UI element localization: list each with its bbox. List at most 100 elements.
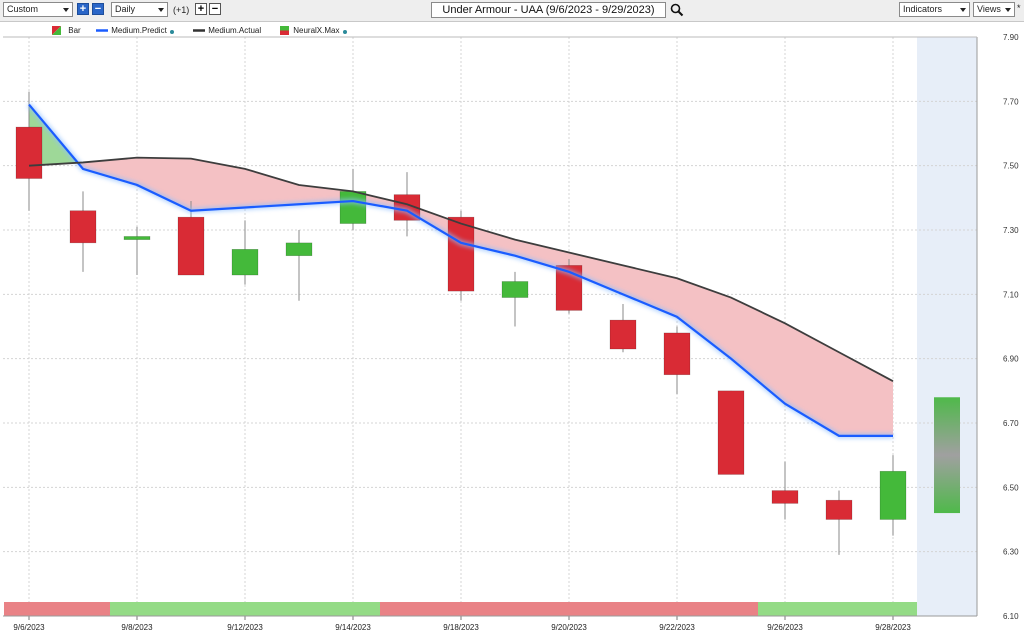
legend-item-neuralx-max: NeuralX.Max (280, 26, 348, 35)
candle (663, 326, 691, 395)
candle (69, 191, 97, 272)
legend-item-medium-predict: Medium.Predict (96, 26, 175, 35)
candle-body (231, 249, 259, 276)
views-select[interactable]: Views (973, 2, 1015, 17)
candle (771, 461, 799, 520)
candle-body (177, 216, 205, 276)
candle-body (339, 191, 367, 224)
x-tick-label: 9/28/2023 (875, 623, 911, 632)
candle-body (69, 210, 97, 244)
legend-label: NeuralX.Max (293, 26, 340, 35)
fill-segment (731, 297, 785, 404)
indicators-select[interactable]: Indicators (899, 2, 970, 17)
period-offset-label: (+1) (173, 5, 190, 15)
x-tick-label: 9/8/2023 (121, 623, 153, 632)
plus-icon: + (197, 3, 205, 15)
candle-body (879, 470, 907, 520)
minus-icon: − (211, 3, 219, 15)
legend-item-bar: Bar (52, 26, 81, 35)
legend-label: Bar (68, 26, 81, 35)
template-select[interactable]: Custom (3, 2, 73, 17)
medium-predict-line (28, 103, 893, 437)
candles (15, 91, 960, 555)
candle-body (123, 236, 151, 240)
indicators-label: Indicators (903, 4, 943, 14)
x-tick-label: 9/20/2023 (551, 623, 587, 632)
remove-template-button[interactable]: − (92, 3, 104, 15)
period-select[interactable]: Daily (111, 2, 168, 17)
y-tick-label: 6.30 (1003, 548, 1019, 557)
x-tick-label: 9/14/2023 (335, 623, 371, 632)
signal-bands (4, 602, 917, 616)
x-tick-label: 9/12/2023 (227, 623, 263, 632)
fill-segment (677, 278, 731, 359)
signal-band-up (110, 602, 380, 616)
signal-band-down (4, 602, 110, 616)
plus-icon: + (79, 3, 87, 15)
candle (717, 390, 745, 475)
views-label: Views (977, 4, 1001, 14)
increase-offset-button[interactable]: + (195, 3, 207, 15)
candle-body (771, 490, 799, 504)
forecast-candle (934, 397, 960, 514)
chevron-down-icon (63, 8, 69, 12)
y-tick-label: 7.50 (1003, 162, 1019, 171)
minus-icon: − (94, 3, 102, 15)
fill-segment (137, 157, 191, 211)
candle-body (609, 319, 637, 350)
y-tick-label: 6.70 (1003, 419, 1019, 428)
legend-item-medium-actual: Medium.Actual (193, 26, 261, 35)
candle (15, 91, 43, 211)
y-tick-label: 7.70 (1003, 97, 1019, 106)
legend-label: Medium.Actual (208, 26, 262, 35)
fill-segment (245, 168, 299, 208)
candle (231, 220, 259, 285)
candle-body (663, 332, 691, 376)
y-tick-label: 6.10 (1003, 612, 1019, 621)
fill-segment (515, 239, 569, 272)
candle (501, 271, 529, 327)
fill-segment (83, 157, 137, 185)
fill-segment (785, 323, 839, 436)
bar-swatch-icon (52, 26, 61, 35)
candle (285, 230, 313, 301)
candle (447, 210, 475, 301)
line-swatch-icon (193, 29, 205, 32)
chart-title: Under Armour - UAA (9/6/2023 - 9/29/2023… (442, 4, 655, 16)
axes: 7.90 7.70 7.50 7.30 7.10 6.90 6.70 6.50 6.30 6.10… (3, 33, 1019, 632)
chevron-down-icon (158, 8, 164, 12)
fill-segment (191, 158, 245, 211)
x-tick-label: 9/18/2023 (443, 623, 479, 632)
candle (879, 455, 907, 536)
candle-body (717, 390, 745, 475)
period-select-value: Daily (115, 4, 136, 14)
y-tick-label: 7.90 (1003, 33, 1019, 42)
candle-body (285, 242, 313, 257)
chevron-down-icon (1005, 8, 1011, 12)
line-swatch-icon (96, 29, 108, 32)
fill-segment (839, 352, 893, 436)
add-template-button[interactable]: + (77, 3, 89, 15)
y-tick-label: 7.10 (1003, 290, 1019, 299)
chart-title-box[interactable]: Under Armour - UAA (9/6/2023 - 9/29/2023… (431, 2, 666, 18)
candle (177, 201, 205, 276)
info-dot-icon[interactable] (342, 26, 348, 35)
x-tick-label: 9/26/2023 (767, 623, 803, 632)
signal-band-up (758, 602, 917, 616)
forecast-region (917, 37, 977, 616)
y-tick-label: 6.50 (1003, 483, 1019, 492)
views-modified-marker: * (1017, 3, 1021, 13)
indicator-lines (27, 102, 894, 439)
decrease-offset-button[interactable]: − (209, 3, 221, 15)
chevron-down-icon (960, 8, 966, 12)
candle (609, 303, 637, 353)
y-tick-label: 7.30 (1003, 226, 1019, 235)
candle-body (825, 499, 853, 520)
x-tick-label: 9/22/2023 (659, 623, 695, 632)
info-dot-icon[interactable] (169, 26, 175, 35)
fill-segment (623, 265, 677, 317)
search-icon[interactable] (670, 3, 684, 17)
candle-body (447, 216, 475, 292)
chart-toolbar: Custom + − Daily (+1) + − Under Armour -… (0, 0, 1024, 22)
